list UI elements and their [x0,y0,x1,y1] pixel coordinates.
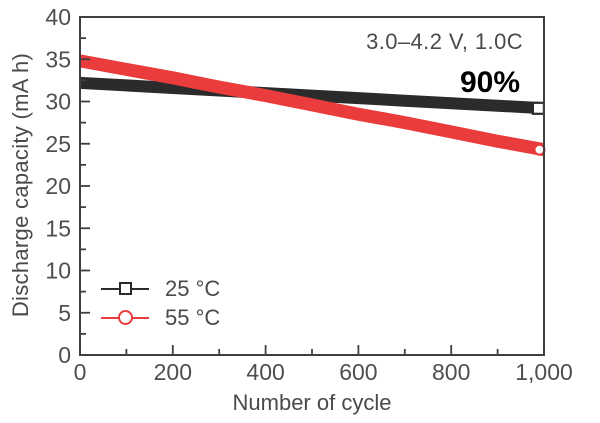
y-axis-tick-label: 30 [45,89,71,115]
x-axis-tick-label: 1,000 [515,359,573,385]
series-line-25c [79,76,545,115]
legend-square-marker-icon [101,281,149,297]
legend: 25 °C 55 °C [101,274,220,332]
legend-item-55c: 55 °C [101,303,220,332]
legend-circle-marker-icon [101,310,149,326]
x-axis-tick-label: 800 [432,359,470,385]
capacity-retention-annotation: 90% [459,66,520,99]
series-end-marker-55c [533,143,546,156]
y-axis-tick-label: 25 [45,131,71,157]
y-axis-tick-label: 35 [45,46,71,72]
legend-item-label: 25 °C [165,275,221,301]
plot-frame [79,16,545,356]
y-axis-tick-label: 40 [45,4,71,30]
y-axis-title: Discharge capacity (mA h) [8,52,33,318]
series-line-55c [78,54,546,157]
y-axis-tick-label: 10 [45,258,71,284]
x-axis-tick-label: 200 [154,359,192,385]
test-condition-annotation: 3.0–4.2 V, 1.0C [366,29,523,54]
x-axis-title: Number of cycle [232,390,392,415]
x-axis-tick-label: 400 [246,359,284,385]
y-axis-tick-label: 0 [58,342,71,368]
y-axis-tick-label: 15 [45,215,71,241]
y-axis-tick-label: 5 [58,300,71,326]
series-end-marker-25c [531,101,546,115]
legend-item-25c: 25 °C [101,274,220,303]
x-axis-tick-label: 0 [74,359,87,385]
legend-item-label: 55 °C [165,304,221,330]
y-axis-tick-label: 20 [45,173,71,199]
x-axis-tick-label: 600 [339,359,377,385]
